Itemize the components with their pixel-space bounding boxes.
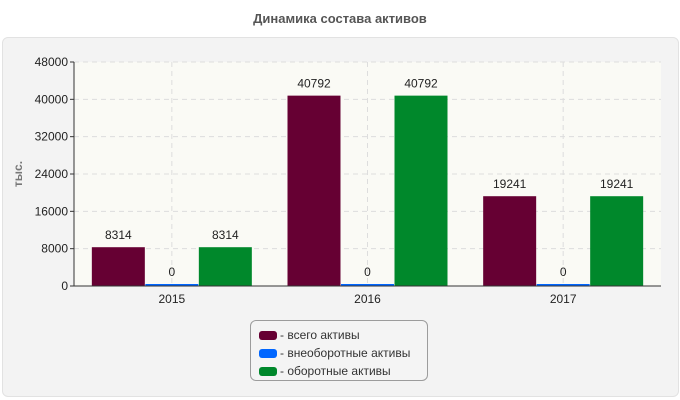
y-tick-label: 16000 <box>35 204 69 218</box>
legend-swatch <box>259 348 277 358</box>
y-tick-label: 48000 <box>35 55 69 69</box>
x-tick-label: 2015 <box>158 292 185 306</box>
bar-value-label: 40792 <box>404 77 438 91</box>
x-tick-label: 2017 <box>550 292 577 306</box>
legend-swatch <box>259 366 277 376</box>
y-tick-label: 8000 <box>41 242 68 256</box>
legend-item-noncurrent-assets: - внеоборотные активы <box>259 344 427 362</box>
y-tick-label: 0 <box>61 279 68 293</box>
y-tick-label: 32000 <box>35 130 69 144</box>
bar-value-label: 0 <box>168 265 175 279</box>
bar-value-label: 0 <box>560 265 567 279</box>
bar <box>394 95 448 287</box>
y-tick-label: 40000 <box>35 92 69 106</box>
legend-label: - внеоборотные активы <box>280 346 411 360</box>
legend: - всего активы - внеоборотные активы - о… <box>250 320 428 381</box>
bar <box>483 196 537 286</box>
legend-item-total-assets: - всего активы <box>259 326 427 344</box>
legend-item-current-assets: - оборотные активы <box>259 362 427 380</box>
bar <box>91 247 145 286</box>
x-tick-label: 2016 <box>354 292 381 306</box>
bar-value-label: 0 <box>364 265 371 279</box>
legend-swatch <box>259 330 277 340</box>
bar <box>536 284 590 286</box>
y-tick-label: 24000 <box>35 167 69 181</box>
bar <box>287 95 341 287</box>
bar-value-label: 19241 <box>600 177 634 191</box>
bar-value-label: 8314 <box>105 228 132 242</box>
bar-value-label: 40792 <box>297 77 331 91</box>
bar <box>198 247 252 286</box>
bar <box>145 284 199 286</box>
bar <box>590 196 644 286</box>
bar <box>341 284 394 286</box>
chart-title: Динамика состава активов <box>253 11 427 26</box>
legend-label: - всего активы <box>280 328 360 342</box>
legend-label: - оборотные активы <box>280 364 391 378</box>
bar-value-label: 19241 <box>493 177 527 191</box>
bar-value-label: 8314 <box>212 228 239 242</box>
y-axis-label: тыс. <box>11 161 25 187</box>
